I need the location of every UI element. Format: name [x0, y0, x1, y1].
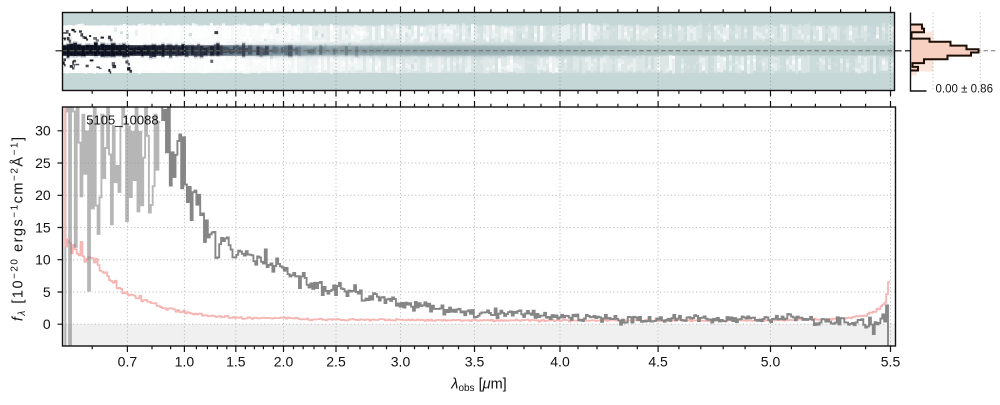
svg-text:20: 20 [35, 187, 51, 203]
svg-text:4.0: 4.0 [550, 353, 570, 369]
svg-text:1.5: 1.5 [226, 353, 246, 369]
svg-text:5.0: 5.0 [761, 353, 781, 369]
svg-text:25: 25 [35, 155, 51, 171]
svg-text:0.7: 0.7 [118, 353, 138, 369]
svg-text:3.5: 3.5 [465, 353, 485, 369]
svg-text:λobs [μm]: λobs [μm] [450, 377, 506, 395]
svg-text:5105_10088: 5105_10088 [86, 112, 158, 127]
svg-text:2.5: 2.5 [326, 353, 346, 369]
svg-text:4.5: 4.5 [648, 353, 668, 369]
svg-text:15: 15 [35, 219, 51, 235]
svg-text:0.00 ± 0.86: 0.00 ± 0.86 [936, 84, 993, 96]
svg-text:3.0: 3.0 [391, 353, 411, 369]
svg-text:5.5: 5.5 [881, 353, 901, 369]
svg-text:2.0: 2.0 [274, 353, 294, 369]
svg-text:30: 30 [35, 123, 51, 139]
svg-text:10: 10 [35, 252, 51, 268]
svg-text:1.0: 1.0 [175, 353, 195, 369]
svg-text:fλ [10−20 ergs−1cm−2Å−1]: fλ [10−20 ergs−1cm−2Å−1] [10, 135, 29, 321]
svg-text:5: 5 [43, 284, 51, 300]
svg-text:0: 0 [43, 316, 51, 332]
